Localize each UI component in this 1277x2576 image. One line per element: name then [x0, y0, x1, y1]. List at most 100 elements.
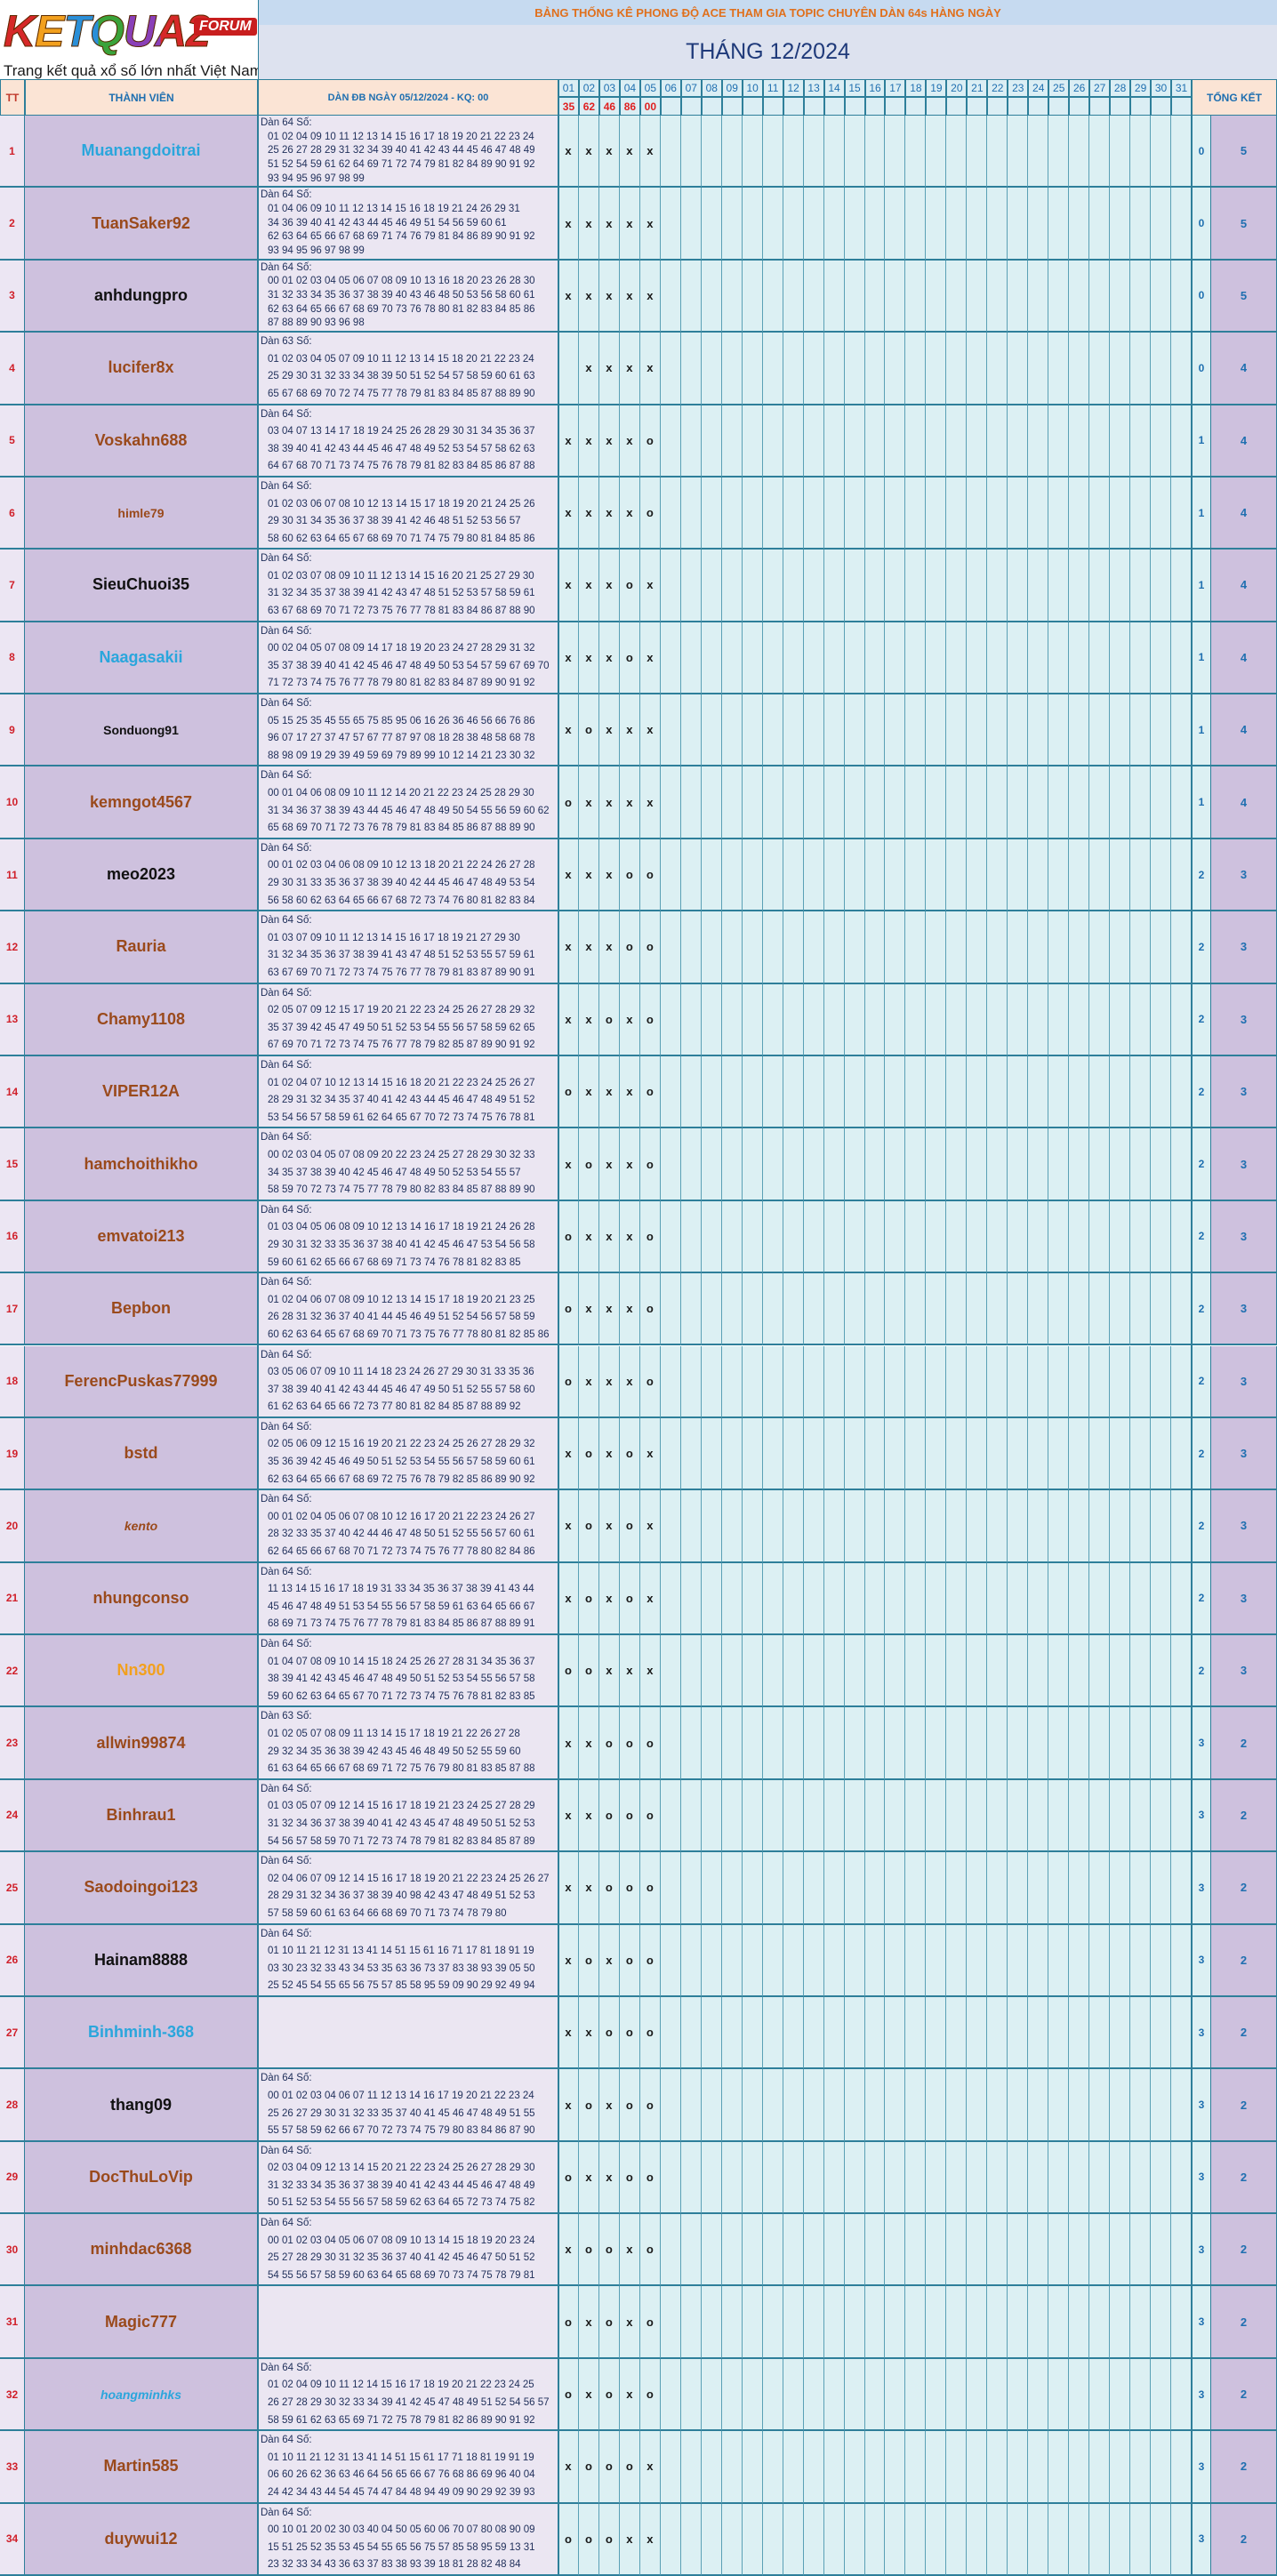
day-cell	[680, 1273, 702, 1346]
day-cell	[1008, 2214, 1029, 2287]
day-cell	[783, 1996, 804, 2070]
day-result: 46	[598, 97, 620, 116]
day-cell: x	[598, 1128, 620, 1201]
dan-line: 01 02 04 06 07 08 09 10 12 13 14 15 17 1…	[268, 1294, 535, 1305]
day-cell	[701, 694, 722, 767]
row-number: 13	[0, 983, 25, 1056]
dan-line: 63 67 68 69 70 71 72 73 75 76 77 78 81 8…	[268, 606, 535, 617]
day-cell: o	[578, 2503, 599, 2576]
day-cell: o	[558, 1200, 579, 1274]
day-cell	[823, 2503, 845, 2576]
day-cell	[803, 694, 824, 767]
day-result: 86	[619, 97, 640, 116]
day-cell	[844, 2141, 865, 2215]
day-cell	[823, 1562, 845, 1636]
day-cell	[1089, 983, 1111, 1056]
day-cell	[1171, 1417, 1192, 1491]
day-cell	[701, 2358, 722, 2432]
day-cell	[1151, 1345, 1172, 1418]
day-cell	[1069, 188, 1090, 261]
day-cell	[803, 2431, 824, 2504]
day-cell	[1171, 1128, 1192, 1201]
day-cell	[926, 1345, 947, 1418]
day-result	[926, 97, 947, 116]
day-cell	[987, 405, 1008, 477]
day-cell	[885, 1996, 906, 2070]
day-cell	[742, 2286, 763, 2359]
day-cell	[987, 1707, 1008, 1780]
day-cell	[1151, 911, 1172, 984]
day-cell	[1130, 766, 1152, 839]
dan-title: Dàn 64 Số:	[261, 987, 312, 999]
day-cell	[1089, 550, 1111, 622]
day-cell	[1171, 550, 1192, 622]
day-cell	[660, 1273, 681, 1346]
row-number: 8	[0, 622, 25, 695]
day-cell: x	[578, 116, 599, 189]
day-cell	[783, 1055, 804, 1129]
day-result	[987, 97, 1008, 116]
dan-cell: Dàn 64 Số: 00 10 01 20 02 30 03 40 04 50 …	[258, 2503, 558, 2576]
day-cell	[926, 2431, 947, 2504]
day-cell	[701, 116, 722, 189]
day-cell	[1069, 1707, 1090, 1780]
dan-title: Dàn 64 Số:	[261, 1132, 312, 1144]
day-cell	[1008, 2141, 1029, 2215]
day-cell: x	[578, 1345, 599, 1418]
day-cell	[742, 405, 763, 477]
day-cell	[1171, 2069, 1192, 2142]
day-cell	[864, 839, 886, 912]
day-cell: x	[578, 1707, 599, 1780]
member-name: FerencPuskas77999	[25, 1345, 258, 1418]
day-cell	[742, 116, 763, 189]
day-cell	[1171, 116, 1192, 189]
day-header: 02	[578, 79, 599, 97]
miss-count: 3	[1192, 2141, 1211, 2215]
miss-count: 1	[1192, 766, 1211, 839]
day-cell	[967, 333, 988, 405]
day-cell	[1110, 188, 1131, 261]
day-cell	[742, 333, 763, 405]
dan-line: 05 15 25 35 45 55 65 75 85 95 06 16 26 3…	[268, 715, 535, 726]
day-cell	[660, 1490, 681, 1563]
day-cell	[946, 766, 968, 839]
day-cell	[1171, 1200, 1192, 1274]
day-cell	[1151, 1273, 1172, 1346]
dan-cell: Dàn 64 Số: 02 05 06 09 12 15 16 19 20 21 …	[258, 1417, 558, 1491]
day-cell	[844, 1490, 865, 1563]
day-cell	[1008, 1635, 1029, 1708]
day-cell	[926, 550, 947, 622]
day-cell: o	[639, 1852, 661, 1925]
dan-line: 01 02 04 09 10 11 12 14 15 16 17 18 19 2…	[268, 2379, 534, 2391]
day-cell	[1151, 1635, 1172, 1708]
day-cell	[742, 1779, 763, 1853]
day-cell	[987, 2069, 1008, 2142]
dan-cell: Dàn 64 Số: 05 15 25 35 45 55 65 75 85 95 …	[258, 694, 558, 767]
day-cell: x	[578, 1200, 599, 1274]
day-cell	[1048, 188, 1070, 261]
dan-title: Dàn 64 Số:	[261, 2145, 312, 2156]
day-cell	[946, 477, 968, 550]
day-cell	[987, 477, 1008, 550]
day-cell	[864, 1417, 886, 1491]
day-cell	[1130, 1852, 1152, 1925]
day-cell	[1008, 1128, 1029, 1201]
day-cell	[783, 1852, 804, 1925]
dan-line: 45 46 47 48 49 51 53 54 55 56 57 58 59 6…	[268, 1601, 535, 1612]
day-cell	[1089, 1417, 1111, 1491]
day-cell	[967, 1635, 988, 1708]
day-cell	[1008, 694, 1029, 767]
day-cell	[905, 1562, 927, 1636]
day-cell	[1089, 2069, 1111, 2142]
day-cell	[967, 2069, 988, 2142]
day-cell: x	[619, 188, 640, 261]
header-tt: TT	[0, 79, 25, 116]
day-cell	[1028, 1707, 1049, 1780]
day-result: 00	[639, 97, 661, 116]
day-cell	[967, 188, 988, 261]
day-cell	[660, 983, 681, 1056]
day-cell: o	[639, 1055, 661, 1129]
day-cell	[823, 911, 845, 984]
day-cell	[926, 1128, 947, 1201]
